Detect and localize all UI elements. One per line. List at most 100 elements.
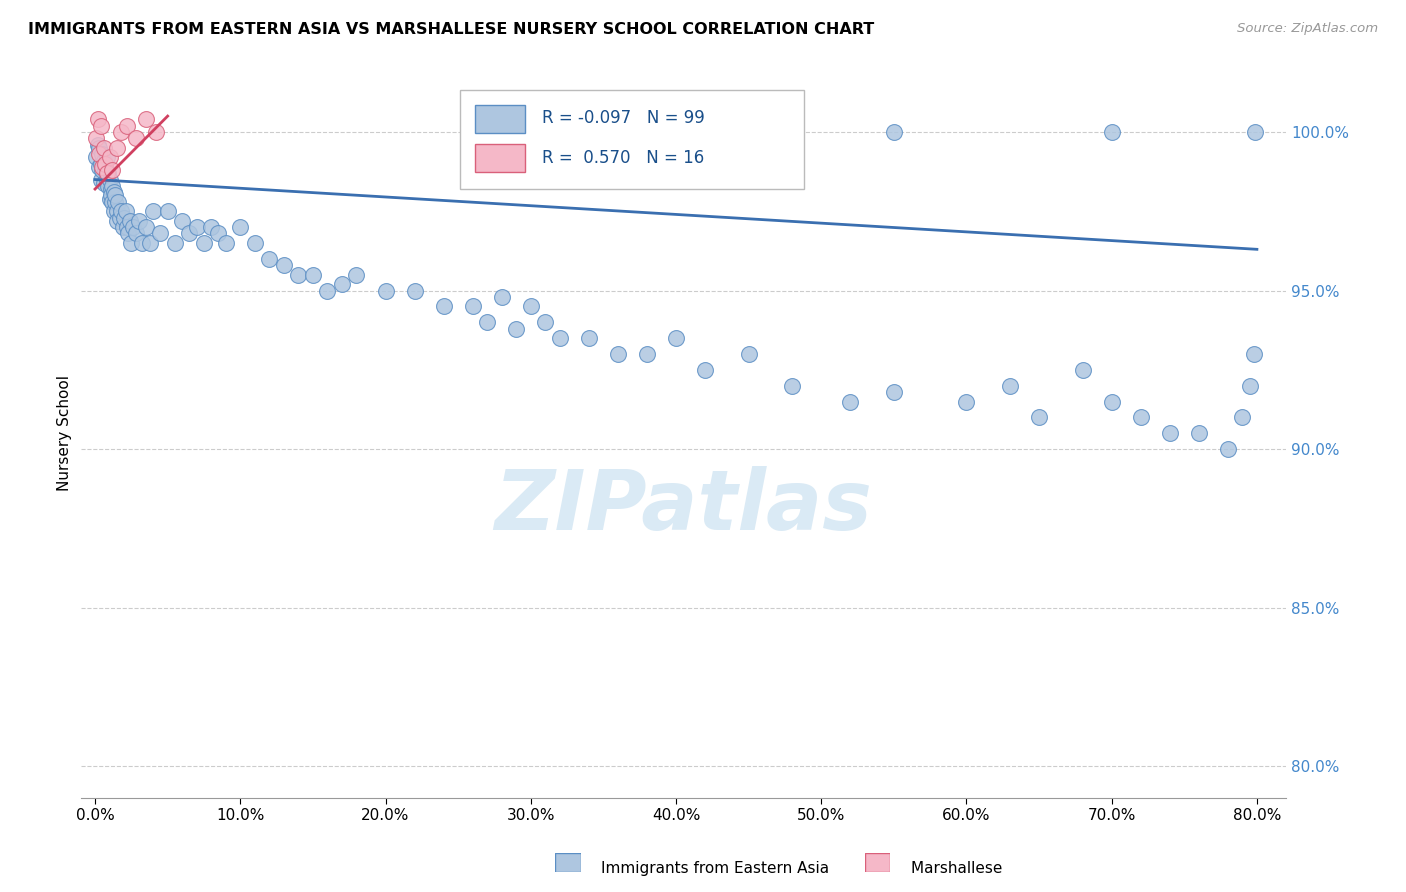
Point: [636, 347, 658, 361]
Point: [302, 268, 325, 282]
Point: [111, 220, 134, 235]
Point: [101, 194, 124, 209]
Point: [193, 235, 215, 250]
Point: [665, 125, 688, 139]
Point: [1129, 410, 1152, 425]
Point: [1239, 378, 1261, 392]
Text: Immigrants from Eastern Asia: Immigrants from Eastern Asia: [562, 861, 830, 876]
Point: [87, 112, 110, 127]
FancyBboxPatch shape: [475, 145, 526, 172]
Point: [606, 347, 628, 361]
Point: [103, 185, 125, 199]
Point: [737, 347, 759, 361]
Point: [142, 204, 165, 219]
Point: [883, 125, 905, 139]
Point: [89, 141, 111, 155]
Point: [186, 220, 208, 235]
Point: [135, 220, 157, 235]
Point: [287, 268, 309, 282]
Point: [998, 378, 1021, 392]
Point: [273, 258, 295, 272]
Point: [93, 153, 115, 168]
Point: [1071, 363, 1094, 377]
Point: [179, 227, 201, 241]
Text: R =  0.570   N = 16: R = 0.570 N = 16: [543, 149, 704, 168]
Point: [105, 204, 128, 219]
Point: [96, 166, 118, 180]
Point: [96, 172, 118, 186]
Point: [505, 321, 527, 335]
Point: [149, 227, 172, 241]
Point: [534, 315, 557, 329]
FancyBboxPatch shape: [475, 105, 526, 133]
Point: [97, 166, 120, 180]
Point: [780, 378, 803, 392]
Point: [86, 131, 108, 145]
Point: [1232, 410, 1254, 425]
Point: [548, 331, 571, 345]
Point: [475, 315, 498, 329]
Point: [94, 163, 117, 178]
Point: [121, 220, 143, 235]
Point: [98, 172, 121, 186]
Point: [156, 204, 179, 219]
Point: [374, 284, 396, 298]
Point: [98, 192, 121, 206]
Text: R = -0.097   N = 99: R = -0.097 N = 99: [543, 109, 704, 128]
Point: [229, 220, 252, 235]
Point: [114, 204, 136, 219]
Point: [105, 141, 128, 155]
Point: [104, 194, 127, 209]
Point: [215, 235, 238, 250]
Point: [110, 125, 132, 139]
Point: [87, 137, 110, 152]
Point: [1243, 347, 1265, 361]
Point: [404, 284, 426, 298]
Point: [883, 385, 905, 400]
Point: [1188, 426, 1211, 441]
Point: [128, 214, 150, 228]
Point: [839, 394, 862, 409]
Point: [110, 204, 132, 219]
Point: [125, 227, 148, 241]
Point: [96, 150, 118, 164]
Text: ZIPatlas: ZIPatlas: [495, 466, 872, 547]
Point: [330, 277, 353, 292]
Point: [104, 188, 127, 202]
Point: [259, 252, 281, 266]
Point: [91, 163, 114, 178]
Point: [94, 156, 117, 170]
Point: [120, 235, 142, 250]
Point: [91, 160, 114, 174]
Y-axis label: Nursery School: Nursery School: [58, 376, 72, 491]
Point: [145, 125, 167, 139]
Point: [115, 119, 138, 133]
Point: [519, 300, 541, 314]
Point: [346, 268, 368, 282]
Point: [93, 176, 115, 190]
Text: Marshallese: Marshallese: [872, 861, 1002, 876]
Point: [200, 220, 222, 235]
Point: [1101, 125, 1123, 139]
Point: [1159, 426, 1181, 441]
Point: [98, 150, 121, 164]
Point: [115, 220, 138, 235]
Point: [90, 172, 112, 186]
Point: [90, 119, 112, 133]
Point: [1101, 394, 1123, 409]
Point: [101, 178, 124, 193]
Point: [1244, 125, 1267, 139]
Point: [91, 147, 114, 161]
Point: [89, 160, 111, 174]
Point: [100, 182, 122, 196]
Point: [117, 227, 139, 241]
Point: [172, 214, 194, 228]
Point: [243, 235, 266, 250]
Point: [107, 194, 129, 209]
Point: [491, 290, 513, 304]
Point: [207, 227, 229, 241]
Point: [139, 235, 162, 250]
Point: [1216, 442, 1239, 457]
Point: [94, 156, 117, 170]
Point: [461, 300, 484, 314]
